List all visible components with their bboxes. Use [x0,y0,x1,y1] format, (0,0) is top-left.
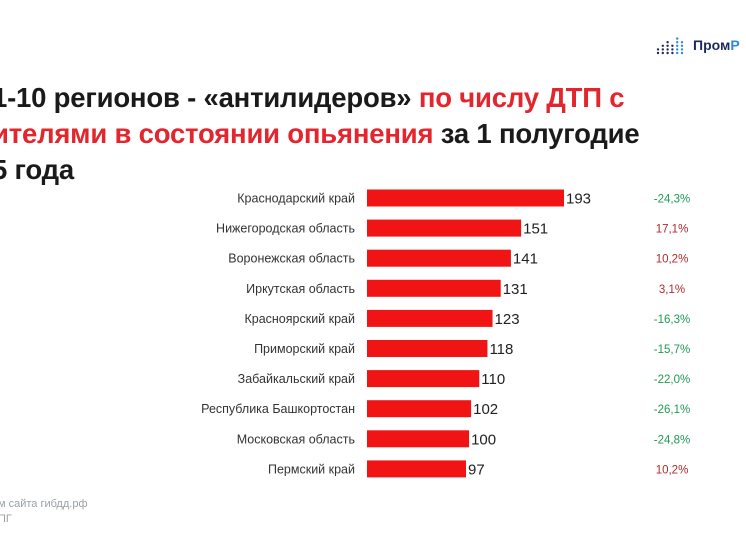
bar [367,460,467,478]
category-label: Московская область [237,432,355,446]
change-label: 17,1% [656,224,689,236]
source-line-1: м сайта гибдд.рф [0,498,88,510]
bar [367,430,470,448]
bar [367,189,564,207]
title-line-3: 5 года [0,152,746,188]
category-label: Воронежская область [228,252,355,266]
chart-title: 1-10 регионов - «антилидеров» по числу Д… [0,80,746,188]
value-label: 97 [468,461,485,478]
change-label: -16,3% [654,314,690,326]
category-label: Иркутская область [246,282,355,296]
value-label: 151 [523,221,548,238]
title-line-1: 1-10 регионов - «антилидеров» по числу Д… [0,80,746,116]
category-label: Нижегородская область [216,222,355,236]
change-label: -22,0% [654,374,690,386]
bar [367,400,472,418]
value-label: 118 [489,341,513,358]
value-label: 131 [503,281,528,298]
value-label: 110 [481,371,505,388]
category-label: Забайкальский край [238,372,355,386]
change-label: 3,1% [659,284,685,296]
logo-text-part-1: Пром [693,37,731,53]
bar [367,249,511,267]
category-label: Республика Башкортостан [201,402,355,416]
change-label: -26,1% [654,404,690,416]
category-label: Приморский край [254,342,355,356]
value-label: 123 [495,311,520,328]
title-line-2-dark: за 1 полугодие [433,118,640,149]
dot-bars-icon [656,37,684,55]
bar [367,279,501,297]
source-line-2: ПГ [0,513,12,525]
category-label: Красноярский край [244,312,355,326]
title-line-2-red: ителями в состоянии опьянения [0,118,434,149]
logo-text: ПромР [693,37,740,53]
bar [367,340,488,357]
logo-text-part-2: Р [730,37,740,53]
title-line-3-dark: 5 года [0,154,75,185]
title-line-1-dark: 1-10 регионов - «антилидеров» [0,82,419,113]
value-label: 141 [513,251,538,268]
value-label: 193 [566,191,591,208]
change-label: 10,2% [656,254,689,266]
bar [367,309,493,327]
change-label: -24,3% [654,194,690,206]
category-label: Краснодарский край [237,192,355,206]
bar [367,370,480,388]
change-label: -24,8% [654,434,690,446]
title-line-1-red: по числу ДТП с [418,82,625,113]
value-label: 102 [473,401,498,418]
category-label: Пермский край [268,462,355,476]
promr-logo: ПромР [655,34,740,56]
source-note: м сайта гибдд.рф ПГ [0,497,88,527]
change-label: -15,7% [654,344,690,356]
change-label: 10,2% [656,464,689,476]
value-label: 100 [471,431,496,448]
bar [367,219,522,237]
title-line-2: ителями в состоянии опьянения за 1 полуг… [0,116,746,152]
